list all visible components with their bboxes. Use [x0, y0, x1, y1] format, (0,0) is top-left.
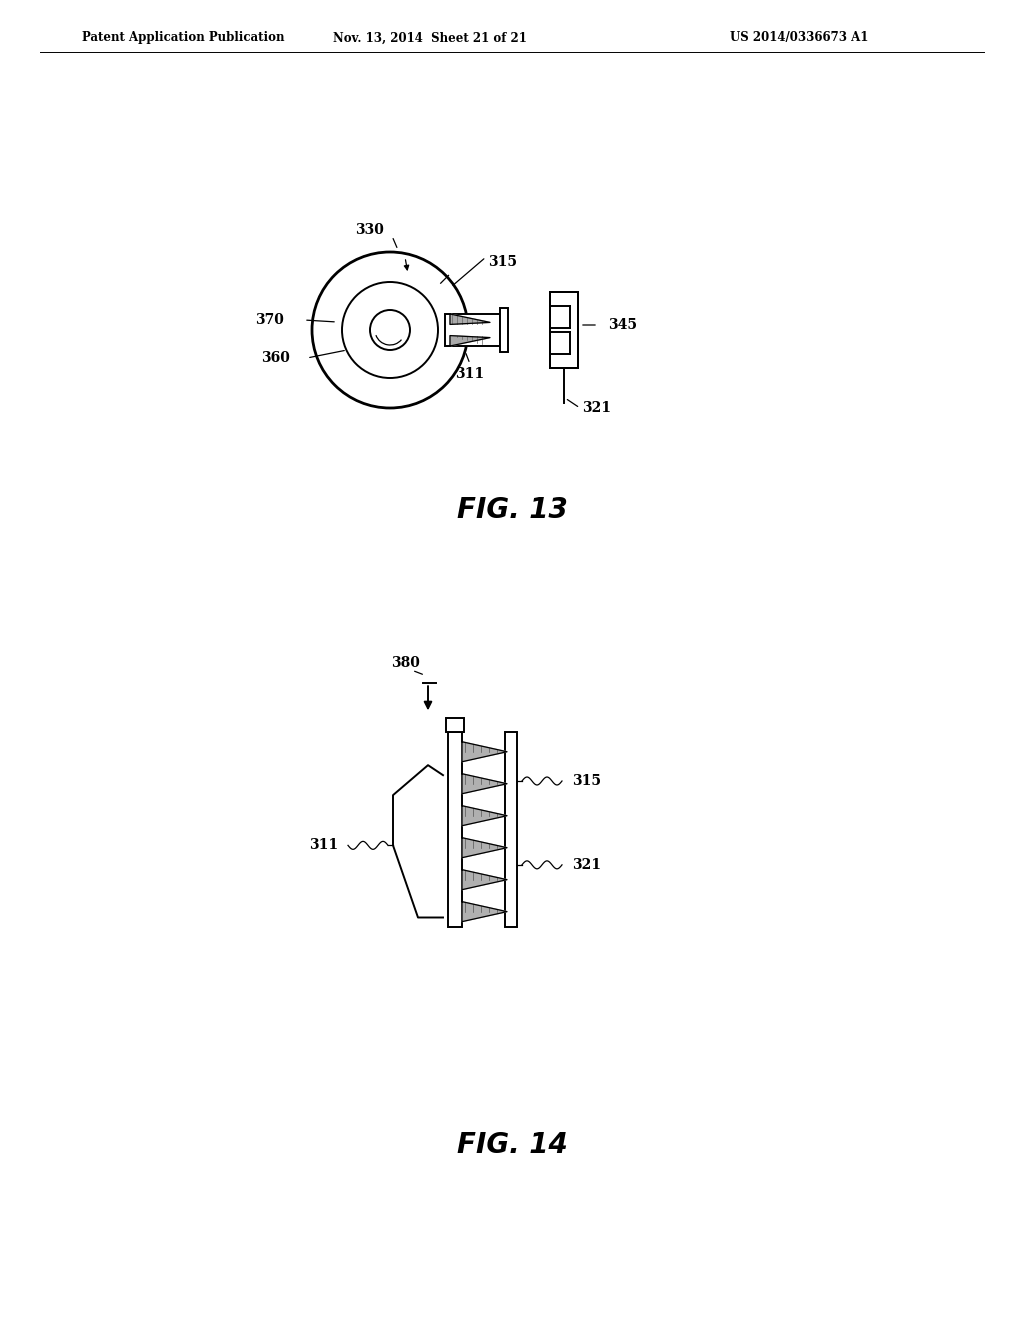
- Text: 330: 330: [355, 223, 384, 238]
- Polygon shape: [450, 314, 490, 325]
- Text: 370: 370: [255, 313, 284, 327]
- Polygon shape: [462, 838, 507, 858]
- Text: 360: 360: [261, 351, 290, 366]
- Polygon shape: [462, 774, 507, 793]
- Polygon shape: [450, 335, 490, 346]
- Text: 311: 311: [456, 367, 484, 381]
- Polygon shape: [462, 902, 507, 921]
- Text: 321: 321: [582, 401, 611, 414]
- Bar: [505, 733, 517, 927]
- Text: 380: 380: [390, 656, 420, 671]
- Text: 315: 315: [488, 255, 517, 269]
- Text: 321: 321: [572, 858, 601, 871]
- Polygon shape: [462, 870, 507, 890]
- Text: Patent Application Publication: Patent Application Publication: [82, 32, 285, 45]
- Bar: [550, 292, 578, 368]
- Circle shape: [370, 310, 410, 350]
- Text: 311: 311: [309, 838, 338, 853]
- Bar: [445, 314, 500, 346]
- Circle shape: [342, 282, 438, 378]
- Bar: [449, 733, 462, 927]
- Text: US 2014/0336673 A1: US 2014/0336673 A1: [730, 32, 868, 45]
- Polygon shape: [462, 805, 507, 826]
- Circle shape: [312, 252, 468, 408]
- Text: 345: 345: [608, 318, 637, 333]
- Text: Nov. 13, 2014  Sheet 21 of 21: Nov. 13, 2014 Sheet 21 of 21: [333, 32, 527, 45]
- Bar: [500, 308, 508, 352]
- Text: FIG. 13: FIG. 13: [457, 496, 567, 524]
- Bar: [446, 718, 464, 733]
- Text: 315: 315: [572, 774, 601, 788]
- Polygon shape: [462, 742, 507, 762]
- Text: FIG. 14: FIG. 14: [457, 1131, 567, 1159]
